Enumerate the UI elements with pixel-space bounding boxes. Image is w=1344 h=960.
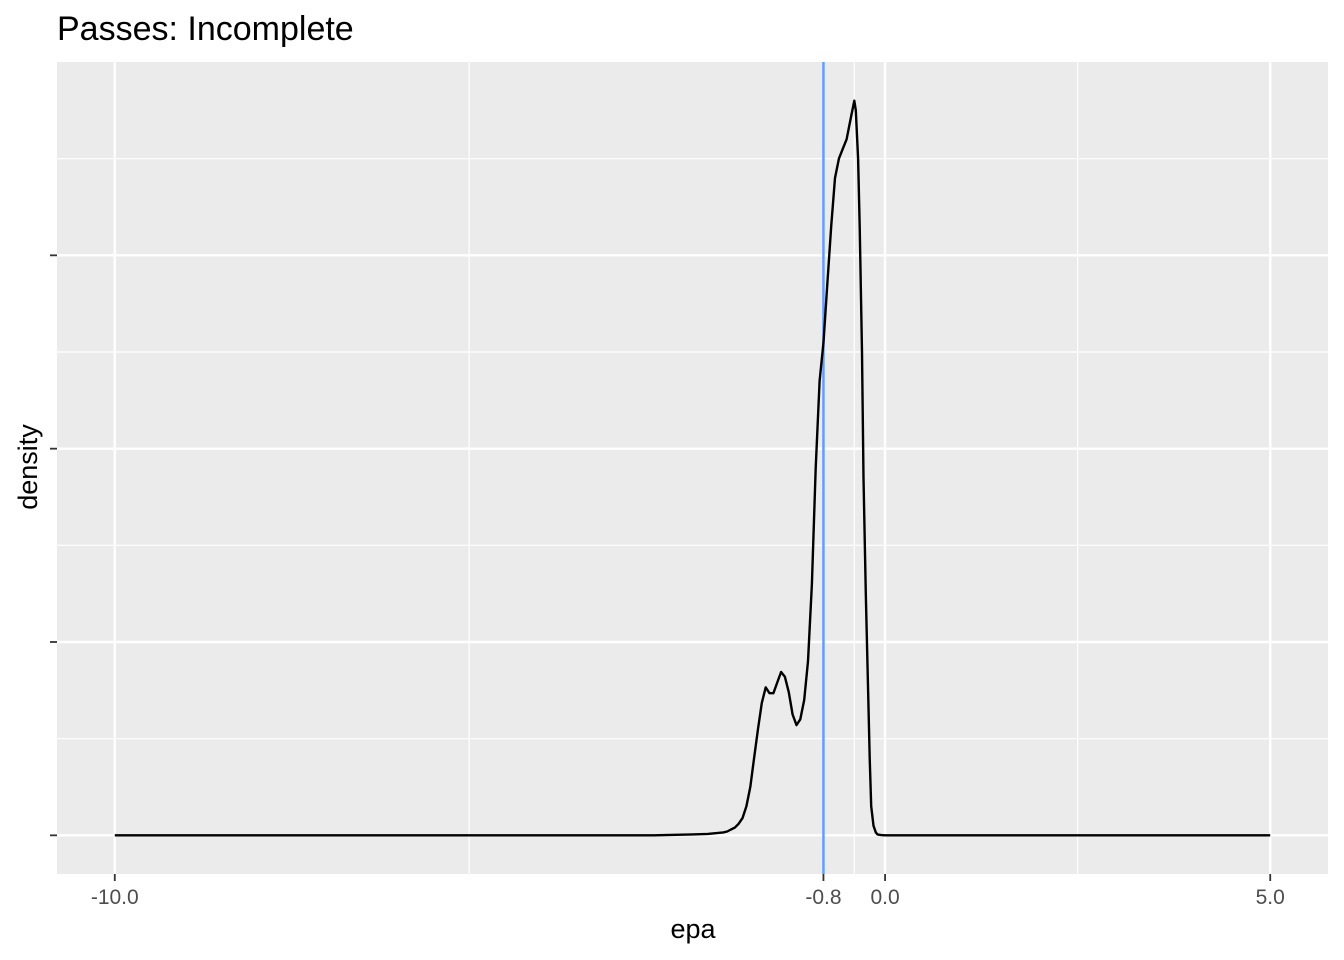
x-tick-label: 5.0 <box>1256 886 1285 909</box>
x-tick-label: -10.0 <box>91 886 139 909</box>
chart-title: Passes: Incomplete <box>57 10 354 48</box>
x-axis-title: epa <box>670 914 716 944</box>
x-tick-label: 0.0 <box>870 886 899 909</box>
y-axis-title: density <box>13 424 43 510</box>
plot-panel <box>57 62 1328 874</box>
x-tick-label: -0.8 <box>805 886 841 909</box>
x-axis-ticks: -10.0 -0.8 0.0 5.0 <box>50 254 1285 909</box>
series-group <box>114 99 1271 837</box>
minor-gridlines <box>57 62 1328 874</box>
density-curve <box>114 99 1271 837</box>
